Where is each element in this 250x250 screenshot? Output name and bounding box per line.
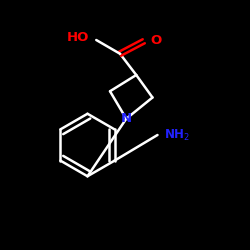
Text: N: N — [121, 112, 132, 125]
Text: O: O — [150, 34, 161, 46]
Text: NH$_2$: NH$_2$ — [164, 128, 190, 142]
Text: HO: HO — [66, 31, 89, 44]
